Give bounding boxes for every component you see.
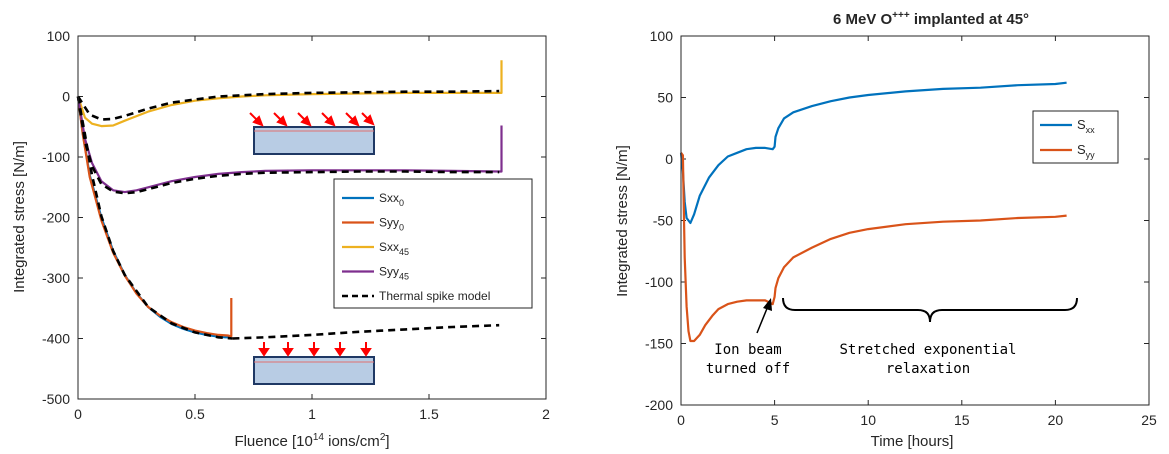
legend-label: Syy45 bbox=[379, 265, 409, 282]
x-tick-label: 25 bbox=[1141, 412, 1157, 428]
left-y-axis-label: Integrated stress [N/m] bbox=[11, 141, 28, 293]
legend-label: Syy0 bbox=[379, 216, 404, 233]
red-arrows-diagonal bbox=[249, 112, 375, 127]
y-tick-label: -100 bbox=[42, 149, 70, 165]
x-tick-label: 1 bbox=[308, 406, 316, 422]
left-plot: 0 0.5 1 1.5 2 100 0 -100 -200 -300 -400 -500 bbox=[11, 28, 550, 450]
left-legend: Sxx0 Syy0 Sxx45 Syy45 Thermal spike model bbox=[333, 178, 533, 309]
annotation-ion-beam-line1: Ion beam bbox=[714, 342, 781, 358]
series-line-0-6 bbox=[76, 96, 500, 195]
annotation-relaxation-line1: Stretched exponential bbox=[839, 342, 1016, 358]
red-arrows-vertical bbox=[258, 342, 372, 357]
x-tick-label: 0 bbox=[677, 412, 685, 428]
series-line-0-5 bbox=[76, 89, 500, 121]
right-y-axis-label: Integrated stress [N/m] bbox=[614, 145, 631, 297]
legend-label: Sxx0 bbox=[379, 191, 404, 208]
x-tick-label: 0.5 bbox=[185, 406, 205, 422]
y-tick-label: 50 bbox=[657, 90, 673, 106]
legend-label: Sxx45 bbox=[379, 240, 409, 257]
left-x-axis-label: Fluence [1014 ions/cm2] bbox=[234, 432, 389, 450]
right-legend: Sxx Syy bbox=[1032, 110, 1119, 164]
legend-label: Sxx bbox=[1077, 117, 1095, 135]
y-tick-label: 0 bbox=[62, 89, 70, 105]
right-plot-frame bbox=[680, 35, 1150, 406]
legend-label: Thermal spike model bbox=[379, 289, 490, 303]
y-tick-label: 100 bbox=[47, 28, 71, 44]
y-tick-label: -200 bbox=[645, 397, 673, 413]
y-tick-label: -500 bbox=[42, 391, 70, 407]
series-line-1-1 bbox=[680, 152, 1067, 343]
x-tick-label: 15 bbox=[954, 412, 970, 428]
legend-label: Syy bbox=[1077, 142, 1095, 160]
y-tick-label: -300 bbox=[42, 270, 70, 286]
y-tick-label: -200 bbox=[42, 210, 70, 226]
inset-bottom-diagram bbox=[253, 342, 375, 385]
y-tick-label: -50 bbox=[653, 213, 673, 229]
x-tick-label: 20 bbox=[1048, 412, 1064, 428]
inset-top-diagram bbox=[249, 112, 375, 155]
y-tick-label: -150 bbox=[645, 336, 673, 352]
x-tick-label: 10 bbox=[860, 412, 876, 428]
right-plot-area bbox=[681, 36, 1149, 405]
right-chart-title: 6 MeV O+++ implanted at 45° bbox=[833, 10, 1029, 28]
annotation-ion-beam-line2: turned off bbox=[706, 361, 790, 377]
annotation-relaxation-line2: relaxation bbox=[886, 361, 970, 377]
left-plot-frame bbox=[77, 35, 547, 400]
y-tick-label: -400 bbox=[42, 331, 70, 347]
y-tick-label: -100 bbox=[645, 274, 673, 290]
x-tick-label: 1.5 bbox=[419, 406, 439, 422]
ion-beam-arrow bbox=[756, 298, 772, 334]
y-tick-label: 100 bbox=[650, 28, 674, 44]
right-x-axis-label: Time [hours] bbox=[871, 433, 954, 450]
x-tick-label: 0 bbox=[74, 406, 82, 422]
relaxation-brace bbox=[782, 297, 1078, 323]
y-tick-label: 0 bbox=[665, 151, 673, 167]
right-plot: 6 MeV O+++ implanted at 45° 0 5 10 15 20 25 10… bbox=[614, 10, 1157, 450]
x-tick-label: 2 bbox=[542, 406, 550, 422]
series-line-1-0 bbox=[679, 81, 1067, 225]
x-tick-label: 5 bbox=[771, 412, 779, 428]
series-line-0-7 bbox=[232, 323, 500, 340]
